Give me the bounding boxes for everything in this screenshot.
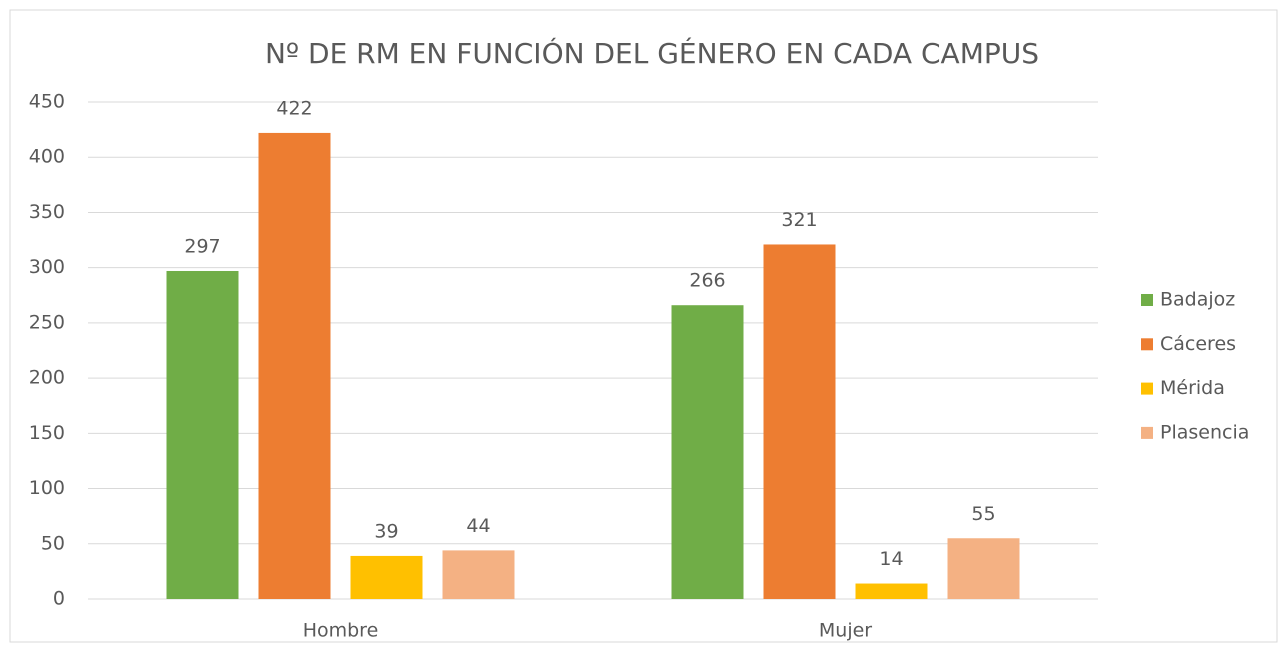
y-tick-label: 0 [53, 588, 65, 610]
data-label: 297 [184, 235, 220, 257]
data-label: 266 [689, 270, 725, 292]
y-tick-label: 100 [29, 477, 65, 499]
y-tick-label: 200 [29, 367, 65, 389]
legend-swatch [1141, 382, 1153, 395]
bar [442, 550, 515, 599]
y-tick-label: 150 [29, 422, 65, 444]
legend-swatch [1141, 338, 1153, 351]
bar [671, 305, 744, 599]
y-tick-label: 400 [29, 146, 65, 168]
bar [350, 555, 423, 599]
bar [166, 270, 239, 599]
legend-swatch [1141, 426, 1153, 439]
x-tick-label: Mujer [819, 620, 872, 642]
chart-title: Nº DE RM EN FUNCIÓN DEL GÉNERO EN CADA C… [265, 36, 1039, 70]
legend-label: Mérida [1160, 377, 1225, 399]
y-tick-label: 50 [41, 532, 65, 554]
data-label: 321 [781, 209, 817, 231]
x-tick-label: Hombre [303, 620, 379, 642]
data-label: 14 [879, 548, 903, 570]
legend-label: Badajoz [1160, 289, 1235, 311]
y-tick-label: 350 [29, 201, 65, 223]
y-tick-label: 300 [29, 256, 65, 278]
y-tick-label: 450 [29, 91, 65, 113]
y-tick-label: 250 [29, 311, 65, 333]
data-label: 39 [374, 520, 398, 542]
bar [763, 244, 836, 599]
data-label: 55 [971, 503, 995, 525]
legend-swatch [1141, 294, 1153, 306]
bar [258, 132, 331, 599]
legend-label: Plasencia [1160, 421, 1249, 443]
bar [855, 583, 928, 599]
data-label: 44 [466, 515, 490, 537]
bar [947, 538, 1020, 599]
data-label: 422 [276, 97, 312, 119]
legend-label: Cáceres [1160, 333, 1236, 355]
